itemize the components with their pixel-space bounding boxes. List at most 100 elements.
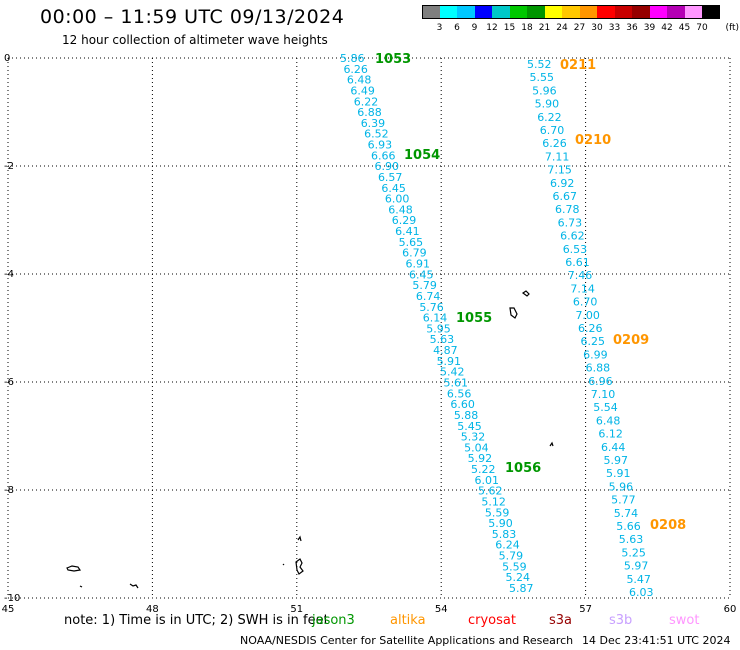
wave-height-label: 5.25 [621, 546, 646, 559]
coast-4 [79, 585, 83, 588]
wave-height-label: 6.03 [629, 586, 654, 599]
wave-height-label: 6.22 [537, 111, 562, 124]
wave-height-label: 6.73 [558, 216, 583, 229]
wave-height-label: 5.76 [419, 301, 444, 314]
wave-height-label: 5.74 [614, 507, 639, 520]
wave-height-label: 5.63 [430, 333, 455, 346]
wave-height-label: 7.10 [591, 388, 616, 401]
coast-5 [129, 583, 139, 589]
coast-3 [66, 565, 82, 572]
colorbar-swatch [544, 5, 562, 19]
colorbar-swatch [457, 5, 475, 19]
wave-height-label: 6.66 [371, 149, 396, 162]
track-altika: 5.525.555.965.906.226.706.267.117.156.92… [527, 58, 654, 599]
satellite-legend-item: jason3 [312, 613, 355, 628]
colorbar-frame [422, 5, 720, 19]
wave-height-label: 6.96 [588, 375, 613, 388]
coast-6 [282, 563, 285, 566]
wave-height-label: 6.70 [573, 296, 598, 309]
x-tick-label: 54 [435, 604, 448, 615]
wave-height-label: 6.90 [374, 160, 399, 173]
colorbar-label: 30 [591, 23, 603, 33]
wave-height-label: 6.26 [578, 322, 603, 335]
wave-height-label: 5.77 [611, 494, 636, 507]
pass-id-label: 0211 [560, 58, 596, 73]
colorbar-swatch [492, 5, 510, 19]
wave-height-label: 7.14 [570, 282, 595, 295]
island-2 [509, 307, 518, 319]
colorbar-label: 9 [471, 23, 478, 33]
colorbar-swatch [474, 5, 492, 19]
y-tick-label: -10 [4, 593, 20, 604]
colorbar-swatch [684, 5, 702, 19]
wave-height-label: 5.88 [454, 409, 479, 422]
wave-height-label: 6.56 [447, 387, 472, 400]
wave-height-label: 6.48 [347, 74, 372, 87]
wave-height-label: 5.62 [478, 485, 503, 498]
colorbar-label: 33 [608, 23, 621, 33]
colorbar-swatch [509, 5, 527, 19]
wave-height-label: 6.48 [388, 203, 413, 216]
pass-id-label: 1053 [375, 52, 411, 67]
wave-height-label: 6.25 [581, 335, 606, 348]
wave-height-label: 6.70 [540, 124, 565, 137]
page-subtitle: 12 hour collection of altimeter wave hei… [62, 33, 328, 47]
wave-height-label: 6.26 [542, 137, 567, 150]
wave-height-label: 5.90 [488, 517, 513, 530]
coast-2 [295, 558, 304, 575]
satellite-legend-item: cryosat [468, 613, 516, 628]
wave-height-label: 6.91 [406, 258, 431, 271]
wave-height-label: 6.88 [586, 362, 611, 375]
satellite-legend-item: altika [390, 613, 426, 628]
satellite-legend-item: s3a [549, 613, 573, 628]
wave-height-label: 5.96 [609, 480, 634, 493]
wave-height-label: 6.00 [385, 193, 410, 206]
wave-height-label: 5.61 [443, 376, 468, 389]
credit-line: NOAA/NESDIS Center for Satellite Applica… [240, 634, 574, 647]
colorbar-swatch [667, 5, 685, 19]
colorbar-unit: (ft) [725, 23, 740, 33]
colorbar-swatch [562, 5, 580, 19]
colorbar-swatch [702, 5, 720, 19]
colorbar-label: 24 [556, 23, 568, 33]
wave-height-label: 5.24 [506, 571, 531, 584]
wave-height-label: 5.92 [468, 452, 493, 465]
x-tick-label: 60 [724, 604, 737, 615]
wave-height-label: 6.92 [550, 177, 575, 190]
y-tick-label: -4 [4, 269, 14, 280]
wave-height-label: 5.55 [530, 71, 555, 84]
colorbar-label: 39 [643, 23, 656, 33]
wave-height-label: 5.42 [440, 366, 465, 379]
wave-height-label: 6.60 [450, 398, 475, 411]
wave-height-label: 6.88 [357, 106, 382, 119]
page-title: 00:00 – 11:59 UTC 09/13/2024 [40, 6, 345, 28]
y-tick-label: -2 [4, 161, 14, 172]
grid-lines [7, 57, 731, 599]
wave-height-label: 6.74 [416, 290, 441, 303]
wave-height-label: 7.46 [568, 269, 593, 282]
x-tick-label: 45 [2, 604, 15, 615]
wave-height-label: 6.52 [364, 128, 389, 141]
wave-height-label: 5.63 [619, 533, 644, 546]
wave-height-label: 5.95 [426, 322, 451, 335]
wave-height-label: 6.62 [560, 230, 585, 243]
colorbar-label: 3 [436, 23, 443, 33]
pass-id-label: 1055 [456, 311, 492, 326]
wave-height-label: 5.96 [532, 84, 557, 97]
track-jason3: 5.866.266.486.496.226.886.396.526.936.66… [340, 52, 534, 595]
wave-height-label: 6.45 [381, 182, 406, 195]
wave-height-label: 5.91 [606, 467, 631, 480]
wave-height-label: 6.48 [596, 414, 621, 427]
wave-height-label: 6.61 [565, 256, 590, 269]
wave-height-label: 5.90 [535, 98, 560, 111]
colorbar-swatch [649, 5, 667, 19]
colorbar-label: 12 [486, 23, 498, 33]
wave-height-label: 6.45 [409, 268, 434, 281]
land-outlines [66, 290, 554, 589]
colorbar-label: 27 [573, 23, 586, 33]
wave-height-label: 6.49 [350, 84, 375, 97]
colorbar-label: 36 [626, 23, 638, 33]
island-3 [549, 441, 554, 447]
wave-height-label: 7.11 [545, 150, 570, 163]
